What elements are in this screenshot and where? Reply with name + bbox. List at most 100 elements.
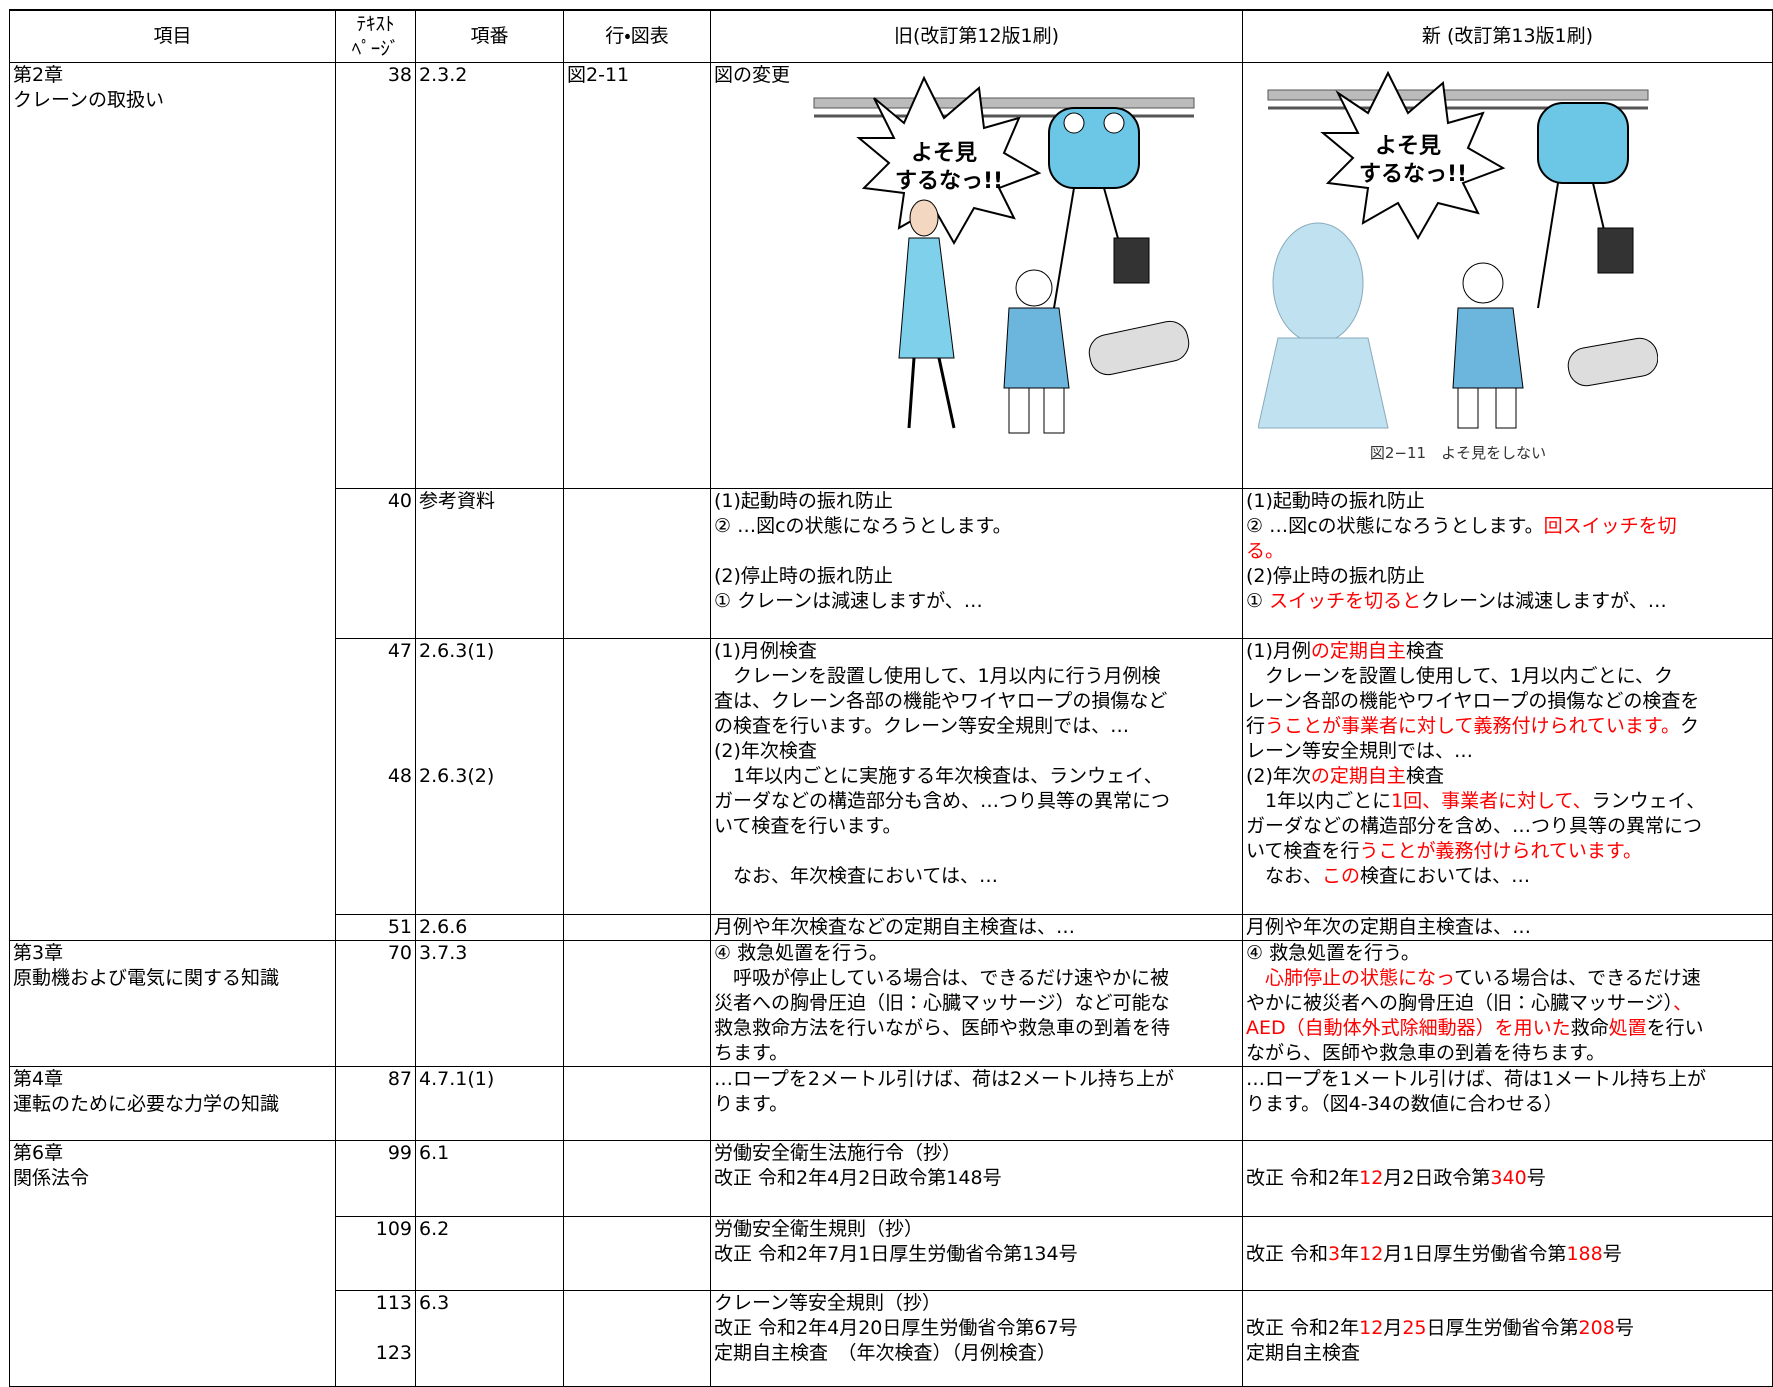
changed-text: この: [1322, 865, 1361, 887]
changed-text: 処置: [1608, 1017, 1647, 1039]
old-cell: クレーン等安全規則（抄） 改正 令和2年4月20日厚生労働省令第67号 定期自主検査…: [710, 1290, 1243, 1387]
text-line: る。: [1246, 539, 1769, 564]
figure-cell: [563, 488, 711, 639]
item-number: 4.7.1(1): [419, 1068, 495, 1090]
new-cell: ④ 救急処置を行う。 心肺停止の状態になっている場合は、できるだけ速 やかに被災者…: [1242, 940, 1773, 1067]
page-cell: 51: [335, 914, 416, 941]
chapter-title: 第2章: [13, 64, 64, 86]
text-line: 労働安全衛生規則（抄）: [714, 1218, 1239, 1243]
changed-text: 12: [1359, 1167, 1384, 1189]
page-number: 70: [387, 942, 412, 964]
text: (1)起動時の振れ防止: [714, 490, 893, 512]
text: 月例や年次検査などの定期自主検査は、…: [714, 916, 1076, 938]
changed-text: 3: [1328, 1243, 1341, 1265]
text-line: 呼吸が停止している場合は、できるだけ速やかに被: [714, 966, 1239, 991]
text: ④ 救急処置を行う。: [714, 942, 888, 964]
text: レーン等安全規則では、…: [1246, 740, 1474, 762]
figure-caption: 図2−11 よそ見をしない: [1370, 444, 1546, 462]
item-number: 3.7.3: [419, 942, 468, 964]
text-line: (1)月例検査: [714, 640, 1239, 665]
text: (1)月例検査: [714, 640, 817, 662]
text: 査は、クレーン各部の機能やワイヤロープの損傷など: [714, 690, 1168, 712]
item-cell: 3.7.3: [415, 940, 564, 1067]
text: ① クレーンは減速しますが、…: [714, 590, 983, 612]
text: (2)停止時の振れ防止: [1246, 565, 1425, 587]
text: 号: [1526, 1167, 1546, 1189]
text: の検査を行います。クレーン等安全規則では、…: [714, 715, 1130, 737]
header-text: ﾍﾟｰｼﾞ: [351, 37, 400, 60]
header-cell: 項番: [415, 9, 564, 63]
old-cell: 月例や年次検査などの定期自主検査は、…: [710, 914, 1243, 941]
text-line: 救急救命方法を行いながら、医師や救急車の到着を待: [714, 1016, 1239, 1041]
text-line: レーン各部の機能やワイヤロープの損傷などの検査を: [1246, 689, 1769, 714]
text-line: …ロープを1メートル引けば、荷は1メートル持ち上が: [1246, 1068, 1769, 1093]
text: ランウェイ、: [1591, 790, 1706, 812]
item-cell: 2.3.2: [415, 62, 564, 489]
illustration-area: よそ見 するなっ!!: [714, 75, 1239, 488]
table-row: 第2章 クレーンの取扱い 38 2.3.2 図2-11 図の変更 よそ見 するなっ!! よ…: [9, 62, 1773, 941]
text: 検査においては、…: [1360, 865, 1531, 887]
new-cell: 改正 令和2年12月25日厚生労働省令第208号 定期自主検査: [1242, 1290, 1773, 1387]
text: [1246, 967, 1265, 989]
item-cell: 6.2: [415, 1216, 564, 1291]
text-line: 図の変更: [714, 64, 1239, 89]
revision-table: 項目 ﾃｷｽﾄ ﾍﾟｰｼﾞ 項番 行・図表 旧(改訂第12版1刷) 新 (改訂第1…: [9, 9, 1773, 1387]
text: ①: [1246, 590, 1270, 612]
new-cell: よそ見 するなっ!! 図2−11 よそ見をしない: [1242, 62, 1773, 489]
old-cell: 労働安全衛生規則（抄） 改正 令和2年7月1日厚生労働省令第134号: [710, 1216, 1243, 1291]
item-number: 2.3.2: [419, 64, 468, 86]
text: 災者への胸骨圧迫（旧：心臓マッサージ）など可能な: [714, 992, 1170, 1014]
text-line: 改正 令和2年12月2日政令第340号: [1246, 1166, 1769, 1191]
page-number: 48: [387, 765, 412, 787]
text-line: いて検査を行います。: [714, 814, 1239, 839]
text: 定期自主検査 （年次検査）（月例検査）: [714, 1342, 1057, 1364]
changed-text: る。: [1246, 540, 1285, 562]
chapter-title: 原動機および電気に関する知識: [13, 967, 280, 989]
page-cell: 109: [335, 1216, 416, 1291]
text: 改正 令和2年4月20日厚生労働省令第67号: [714, 1317, 1078, 1339]
text: 年: [1340, 1243, 1360, 1265]
chapter-title: 関係法令: [13, 1167, 90, 1189]
new-cell: (1)起動時の振れ防止 ② …図cの状態になろうとします。回スイッチを切 る。 (2)…: [1242, 488, 1773, 639]
text-line: 月例や年次の定期自主検査は、…: [1246, 916, 1769, 940]
header-row: 項目 ﾃｷｽﾄ ﾍﾟｰｼﾞ 項番 行・図表 旧(改訂第12版1刷) 新 (改訂第1…: [9, 9, 1773, 63]
changed-text: 回スイッチを切: [1543, 515, 1677, 537]
text: …ロープを1メートル引けば、荷は1メートル持ち上が: [1246, 1068, 1707, 1090]
new-cell: 月例や年次の定期自主検査は、…: [1242, 914, 1773, 941]
text: 月: [1383, 1317, 1403, 1339]
table-row: 第3章 原動機および電気に関する知識 70 3.7.3 ④ 救急処置を行う。 呼吸が停止…: [9, 940, 1773, 1067]
changed-text: 188: [1566, 1243, 1603, 1265]
text: なお、年次検査においては、…: [714, 865, 999, 887]
chapter-cell: 第4章 運転のために必要な力学の知識: [9, 1066, 336, 1141]
changed-text: 340: [1490, 1167, 1527, 1189]
figure-cell: [563, 1290, 711, 1387]
item-cell: 2.6.3(1) 2.6.3(2): [415, 638, 564, 915]
body: 項目 ﾃｷｽﾄ ﾍﾟｰｼﾞ 項番 行・図表 旧(改訂第12版1刷) 新 (改訂第1…: [9, 9, 1773, 1387]
table-row: 109 6.2 労働安全衛生規則（抄） 改正 令和2年7月1日厚生労働省令第134号 改…: [10, 1216, 1773, 1291]
bubble-text: よそ見: [1375, 134, 1441, 159]
old-cell: 図の変更 よそ見 するなっ!!: [710, 62, 1243, 489]
text: ている場合は、できるだけ速: [1454, 967, 1701, 989]
text: ります。（図4-34の数値に合わせる）: [1246, 1093, 1563, 1115]
bubble-text: よそ見: [911, 141, 977, 166]
figure-cell: 図2-11: [563, 62, 711, 489]
text-line: 労働安全衛生法施行令（抄）: [714, 1142, 1239, 1167]
page-number: 99: [387, 1142, 412, 1164]
figure-cell: [563, 1140, 711, 1217]
text-line: 改正 令和3年12月1日厚生労働省令第188号: [1246, 1242, 1769, 1267]
text-line: (2)年次検査: [714, 739, 1239, 764]
old-cell: …ロープを2メートル引けば、荷は2メートル持ち上が ります。: [710, 1066, 1243, 1141]
text: クレーンを設置し使用して、1月以内に行う月例検: [714, 665, 1161, 687]
text-line: 改正 令和2年7月1日厚生労働省令第134号: [714, 1242, 1239, 1267]
text: ガーダなどの構造部分を含め、…つり具等の異常につ: [1246, 815, 1703, 837]
text: クレーンを設置し使用して、1月以内ごとに、ク: [1246, 665, 1674, 687]
page-cell: 70: [335, 940, 416, 1067]
chapter-title: 第6章: [13, 1142, 64, 1164]
table-row: 40 参考資料 (1)起動時の振れ防止 ② …図cの状態になろうとします。 (2)停止時…: [10, 488, 1773, 639]
page-cell: 40: [335, 488, 416, 639]
changed-text: 12: [1359, 1317, 1384, 1339]
item-number: 2.6.3(2): [419, 765, 495, 787]
changed-text: の定期自主: [1310, 765, 1406, 787]
item-cell: 参考資料: [415, 488, 564, 639]
page-number: 51: [387, 916, 412, 938]
